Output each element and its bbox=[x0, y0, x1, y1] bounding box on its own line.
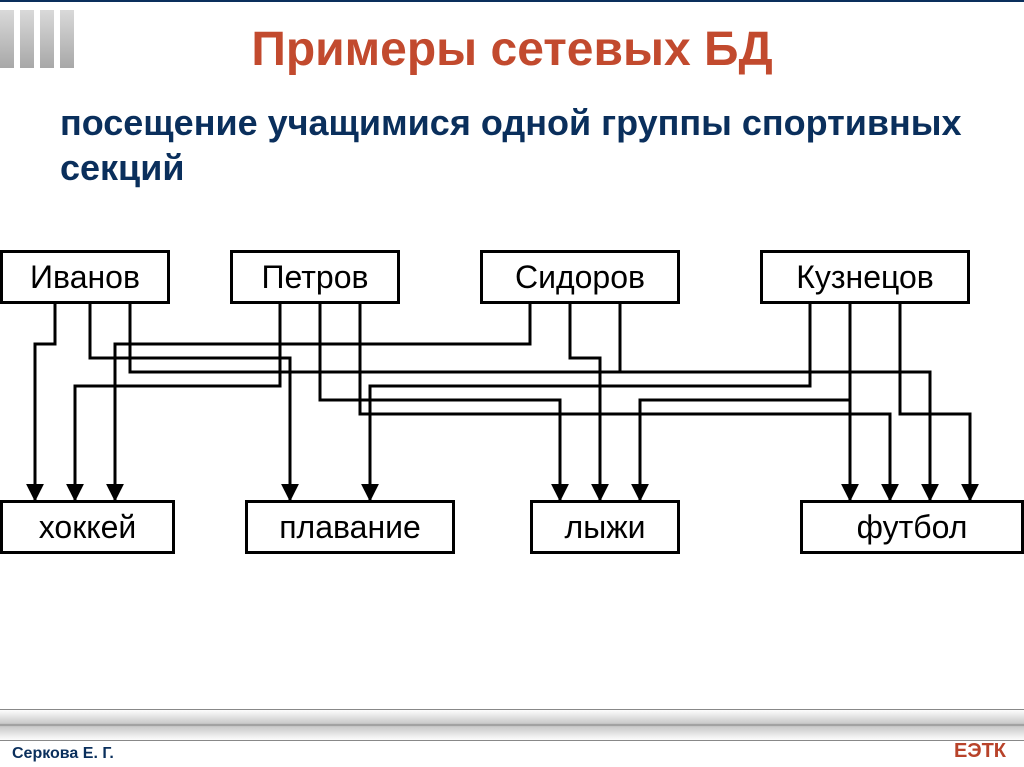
section-node-ski: лыжи bbox=[530, 500, 680, 554]
student-node-petrov: Петров bbox=[230, 250, 400, 304]
edge-ivanov-hockey bbox=[35, 304, 55, 500]
edge-petrov-football bbox=[360, 304, 890, 500]
edge-sidorov-hockey bbox=[115, 304, 530, 500]
edge-sidorov-ski bbox=[570, 304, 600, 500]
slide-title: Примеры сетевых БД bbox=[0, 22, 1024, 77]
edge-ivanov-football bbox=[130, 304, 850, 500]
section-node-football: футбол bbox=[800, 500, 1024, 554]
top-rule bbox=[0, 0, 1024, 2]
slide: Примеры сетевых БД посещение учащимися о… bbox=[0, 0, 1024, 767]
section-node-swim: плавание bbox=[245, 500, 455, 554]
edge-sidorov-football bbox=[620, 304, 930, 500]
edge-petrov-hockey bbox=[75, 304, 280, 500]
footer-org: ЕЭТК bbox=[954, 740, 1006, 763]
student-node-kuznetsov: Кузнецов bbox=[760, 250, 970, 304]
edge-ivanov-swim bbox=[90, 304, 290, 500]
slide-subtitle: посещение учащимися одной группы спортив… bbox=[60, 100, 964, 190]
student-node-ivanov: Иванов bbox=[0, 250, 170, 304]
edge-kuznetsov-football bbox=[900, 304, 970, 500]
edge-petrov-ski bbox=[320, 304, 560, 500]
edge-kuznetsov-swim bbox=[370, 304, 810, 500]
footer-author: Серкова Е. Г. bbox=[12, 745, 114, 763]
student-node-sidorov: Сидоров bbox=[480, 250, 680, 304]
edge-kuznetsov-ski bbox=[640, 304, 850, 500]
footer-bar bbox=[0, 709, 1024, 741]
section-node-hockey: хоккей bbox=[0, 500, 175, 554]
